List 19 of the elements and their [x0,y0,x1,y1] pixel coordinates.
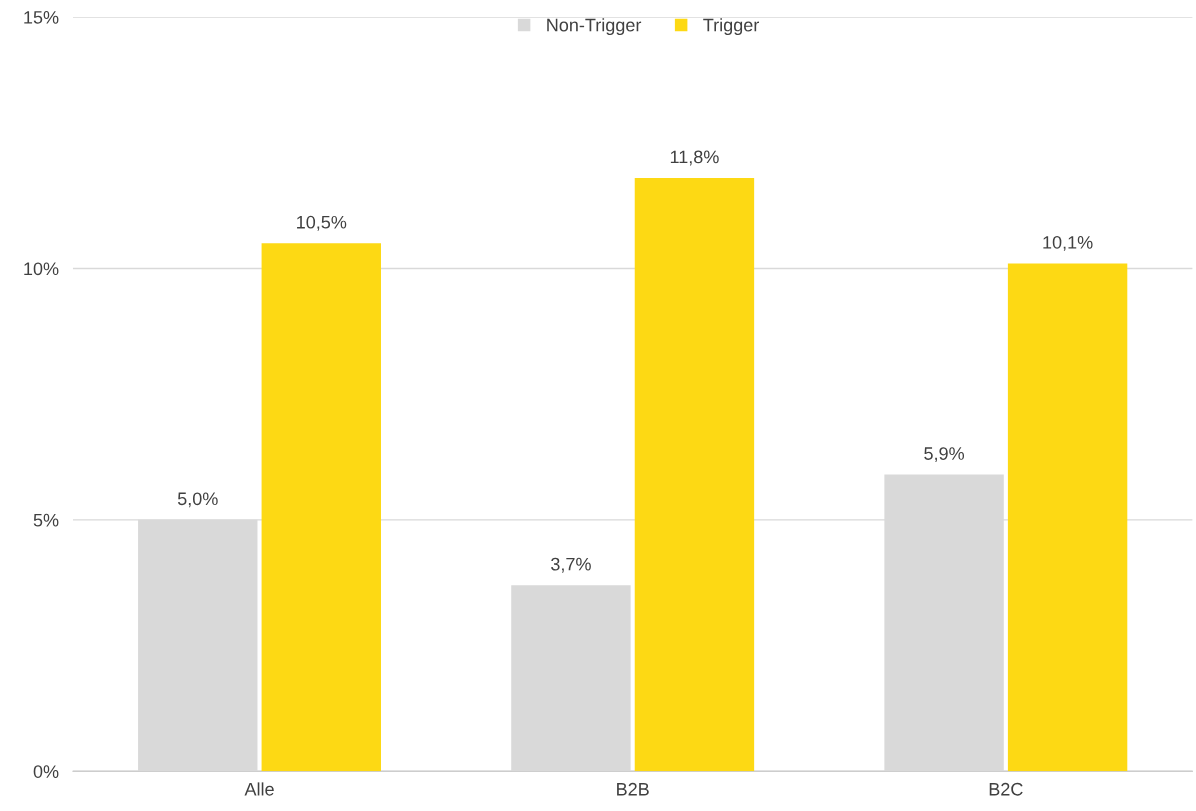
data-label: 5,9% [924,447,965,463]
data-label: 11,8% [670,150,719,166]
bar [1007,263,1128,772]
data-label: 10,5% [297,215,347,231]
legend-label: Trigger [703,18,760,36]
bar [634,177,755,772]
data-label: 10,1% [1043,235,1093,251]
legend-label: Non-Trigger [547,18,642,36]
y-tick-label: 5% [33,513,59,527]
x-tick-label: B2B [617,782,649,796]
data-label: 3,7% [551,557,591,573]
y-tick-label: 15% [24,11,59,24]
x-tick-label: Alle [244,782,274,796]
bar [261,243,381,772]
y-tick-label: 0% [33,765,59,778]
bar [511,585,631,772]
x-tick-label: B2C [989,782,1023,796]
y-tick-label: 10% [24,262,59,276]
data-label: 5,0% [177,492,218,508]
